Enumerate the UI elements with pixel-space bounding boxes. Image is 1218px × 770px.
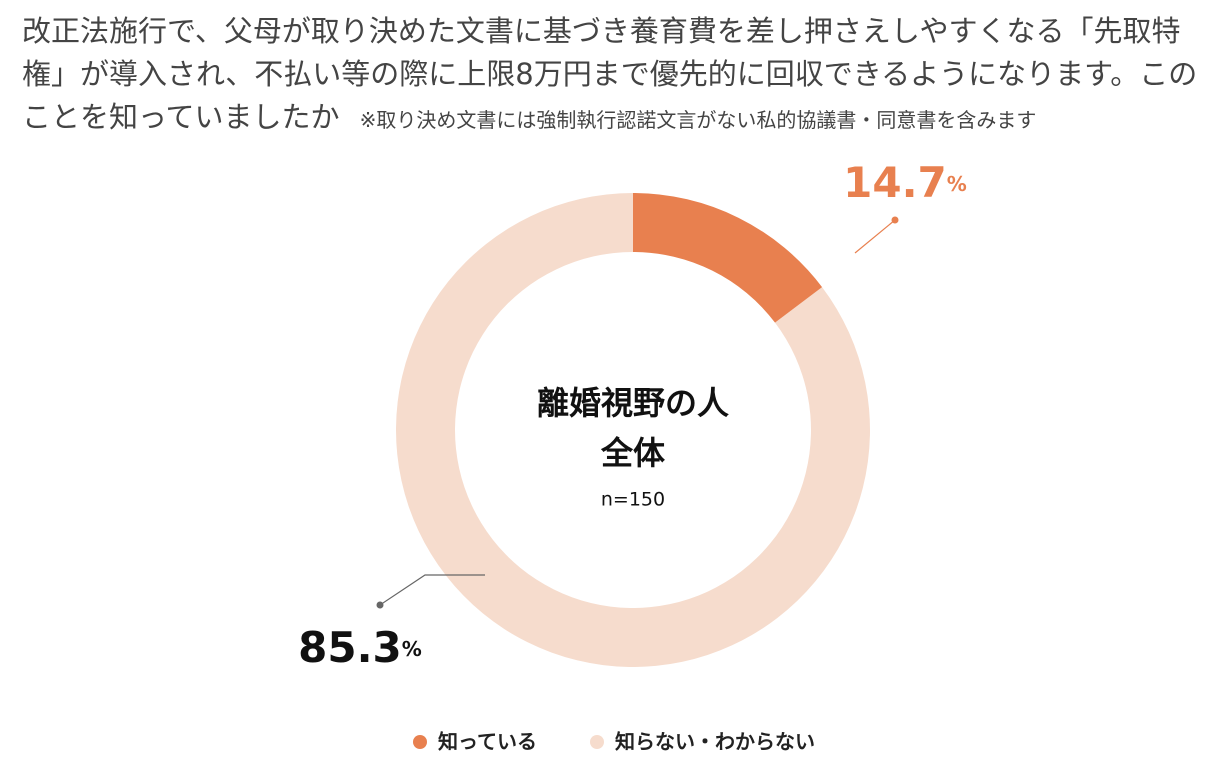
header: 改正法施行で、父母が取り決めた文書に基づき養育費を差し押さえしやすくなる「先取特…	[22, 10, 1207, 139]
value-label: 85.3%	[298, 623, 422, 672]
chart-title: 改正法施行で、父母が取り決めた文書に基づき養育費を差し押さえしやすくなる「先取特…	[22, 14, 1198, 134]
value-suffix: %	[947, 172, 967, 196]
value-number: 14.7	[843, 158, 947, 207]
note: ※取り決め文書には強制執行認諾文言がない私的協議書・同意書を含みます	[359, 108, 1037, 132]
legend-label: 知らない・わからない	[615, 730, 815, 754]
value-suffix: %	[402, 637, 422, 661]
legend-marker	[590, 735, 604, 749]
leader-dot	[376, 601, 384, 609]
center-title: 全体	[600, 434, 665, 472]
center-note: n=150	[601, 489, 665, 511]
legend-label: 知っている	[438, 730, 537, 754]
leader-line	[379, 574, 485, 606]
value-number: 85.3	[298, 623, 402, 672]
leader-dot	[891, 216, 899, 224]
legend-marker	[413, 735, 427, 749]
value-label: 14.7%	[843, 158, 967, 207]
leader-line	[854, 219, 896, 254]
center-title: 離婚視野の人	[537, 384, 729, 422]
donut-slice	[633, 193, 823, 323]
